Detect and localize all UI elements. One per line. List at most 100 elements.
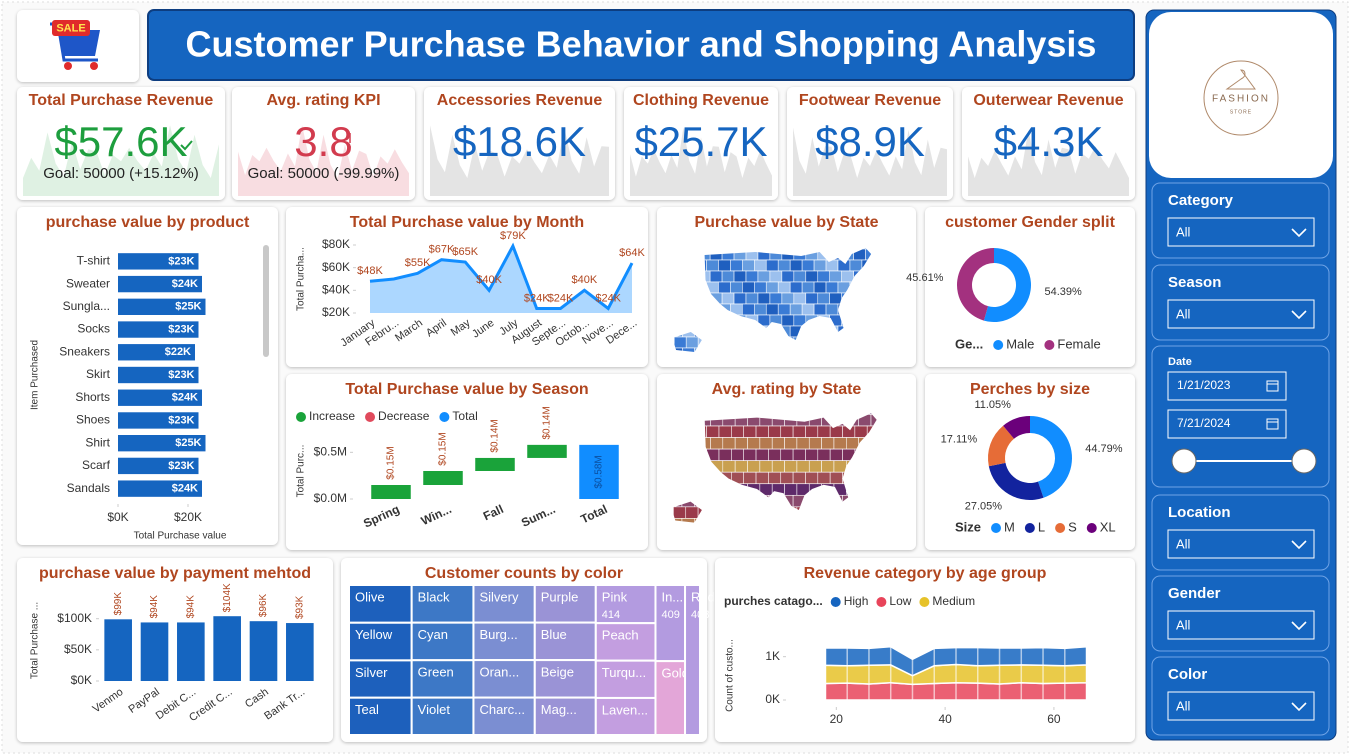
- chevron: [1291, 540, 1307, 550]
- legend-swatch: [993, 340, 1004, 350]
- state-region: [817, 292, 830, 305]
- state-region: [759, 437, 773, 450]
- dropdown[interactable]: [1167, 299, 1315, 329]
- value-label: 11.05%: [974, 399, 1011, 411]
- chart-title: Purchase value by State: [694, 214, 878, 231]
- state-region: [745, 292, 759, 305]
- chart-title: customer Gender split: [945, 214, 1115, 231]
- state-region: [792, 448, 806, 461]
- slider-handle[interactable]: [1171, 448, 1197, 474]
- state-region: [681, 518, 695, 523]
- slider-handle[interactable]: [1291, 448, 1317, 474]
- state-region: [829, 292, 842, 305]
- treemap-cell: [472, 659, 536, 699]
- dropdown[interactable]: [1167, 529, 1315, 559]
- bar: [213, 616, 241, 681]
- legend-swatch: [830, 597, 841, 607]
- date-input[interactable]: [1167, 409, 1287, 439]
- value-label: $96K: [258, 594, 269, 618]
- calendar-icon: [1266, 418, 1279, 430]
- cell-label: Cyan: [418, 627, 448, 642]
- state-region: [829, 425, 843, 438]
- filter-card: [1151, 494, 1330, 571]
- chevron: [1291, 228, 1307, 238]
- legend-swatch: [1024, 523, 1035, 533]
- state-region: [841, 270, 854, 283]
- chart-title: purchase value by payment mehtod: [39, 565, 311, 582]
- y-tick-label: $40K: [322, 283, 350, 297]
- dropdown[interactable]: [1167, 691, 1315, 721]
- state-region: [817, 270, 830, 283]
- y-tick-label: Scarf: [82, 458, 111, 472]
- date-input[interactable]: [1167, 371, 1287, 401]
- y-tick-label: Skirt: [86, 367, 111, 381]
- value-label: $40K: [476, 274, 502, 286]
- state-region: [754, 281, 767, 294]
- date-value: 1/21/2023: [1177, 378, 1231, 392]
- value-label: 44.79%: [1085, 443, 1123, 455]
- value-label: $22K: [165, 346, 191, 358]
- dropdown[interactable]: [1167, 217, 1315, 247]
- state-region: [825, 303, 839, 316]
- legend-swatch: [1044, 340, 1055, 350]
- chart-title: Perches by size: [970, 381, 1090, 398]
- value-label: $23K: [168, 323, 194, 335]
- state-region: [854, 425, 868, 438]
- y-tick-label: Sneakers: [59, 344, 110, 358]
- state-region: [754, 303, 767, 316]
- y-tick-label: 0K: [765, 692, 780, 706]
- state-region: [865, 248, 872, 261]
- value-label: $79K: [500, 230, 526, 242]
- waterfall-bar: [371, 485, 411, 499]
- y-tick-label: 1K: [765, 649, 780, 663]
- state-region: [718, 425, 732, 438]
- legend-swatch: [439, 412, 450, 422]
- state-region: [829, 471, 843, 485]
- treemap-cell: [410, 659, 475, 699]
- legend-title: Ge...: [955, 336, 983, 351]
- dropdown[interactable]: [1167, 610, 1315, 640]
- state-region: [745, 270, 759, 283]
- card: [17, 558, 333, 742]
- value-label: $23K: [168, 460, 194, 472]
- state-region: [805, 425, 819, 438]
- state-region: [733, 270, 747, 283]
- state-region: [685, 506, 699, 519]
- legend-label: High: [844, 594, 869, 608]
- state-region: [682, 347, 695, 352]
- value-label: $40K: [572, 274, 598, 286]
- state-region: [817, 448, 831, 461]
- value-label: 17.11%: [941, 433, 978, 445]
- value-label: $94K: [149, 595, 160, 619]
- y-tick-label: $60K: [322, 260, 350, 274]
- axis-title: Item Purchased: [30, 340, 41, 410]
- state-region: [781, 292, 795, 305]
- state-region: [801, 303, 815, 316]
- state-region: [849, 259, 863, 272]
- value-label: $94K: [185, 595, 196, 619]
- value-label: $65K: [452, 246, 478, 258]
- legend-swatch: [1055, 523, 1066, 533]
- state-region: [742, 281, 755, 294]
- cell-label: Teal: [355, 702, 379, 717]
- state-region: [789, 281, 803, 294]
- state-region: [722, 437, 736, 450]
- cell-label: Violet: [418, 702, 451, 717]
- kpi-value: $8.9K: [815, 118, 925, 165]
- axis-title: Total Purchase value: [134, 531, 227, 542]
- chevron: [1291, 621, 1307, 631]
- y-tick-label: Shorts: [75, 390, 110, 404]
- kpi-value: $25.7K: [634, 118, 767, 165]
- y-tick-label: $0.0M: [314, 491, 347, 505]
- state-region: [771, 460, 785, 473]
- legend-swatch: [1086, 523, 1097, 533]
- state-region: [870, 414, 877, 427]
- state-region: [777, 303, 791, 316]
- donut-slice: [988, 462, 1044, 501]
- cell-label: Silver: [355, 665, 388, 680]
- state-region: [792, 471, 806, 485]
- value-label: $24K: [172, 278, 198, 290]
- legend-label: Male: [1006, 336, 1034, 351]
- cell-label: Purple: [541, 589, 579, 604]
- value-label: 45.61%: [906, 272, 944, 284]
